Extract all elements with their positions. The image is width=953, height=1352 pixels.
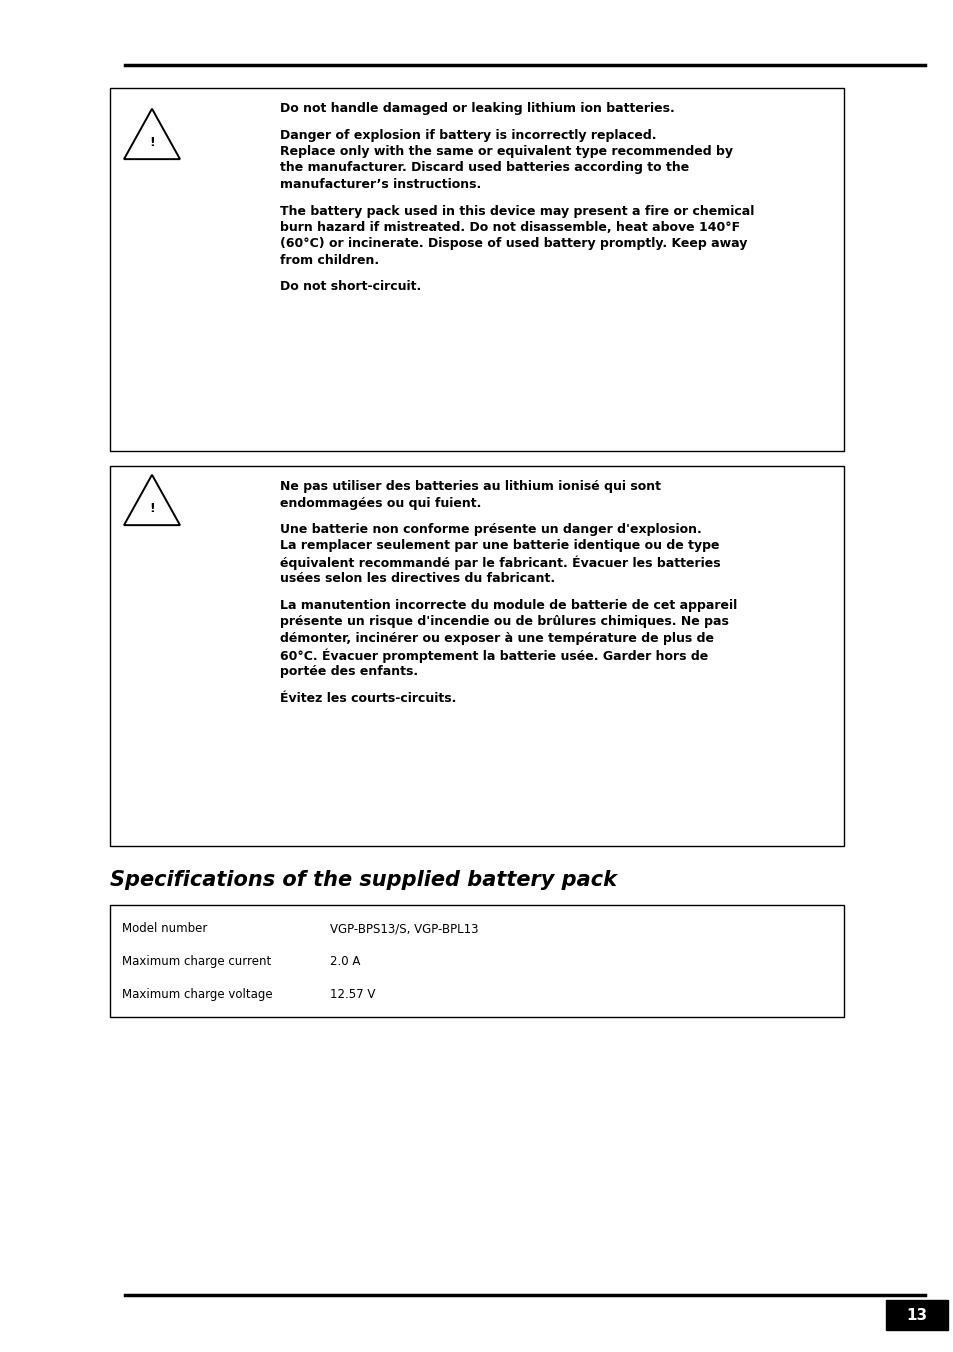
Bar: [110, 466, 843, 846]
Text: Maximum charge current: Maximum charge current: [122, 955, 271, 968]
Text: usées selon les directives du fabricant.: usées selon les directives du fabricant.: [280, 572, 555, 585]
Text: La remplacer seulement par une batterie identique ou de type: La remplacer seulement par une batterie …: [280, 539, 719, 553]
Text: Do not short-circuit.: Do not short-circuit.: [280, 280, 421, 293]
Text: Maximum charge voltage: Maximum charge voltage: [122, 988, 273, 1000]
Text: the manufacturer. Discard used batteries according to the: the manufacturer. Discard used batteries…: [280, 161, 688, 174]
Text: from children.: from children.: [280, 254, 378, 266]
Text: Model number: Model number: [122, 922, 207, 936]
Text: présente un risque d'incendie ou de brûlures chimiques. Ne pas: présente un risque d'incendie ou de brûl…: [280, 615, 728, 629]
Text: portée des enfants.: portée des enfants.: [280, 665, 417, 677]
Text: Specifications of the supplied battery pack: Specifications of the supplied battery p…: [110, 869, 617, 890]
Text: Évitez les courts-circuits.: Évitez les courts-circuits.: [280, 691, 456, 704]
Text: Danger of explosion if battery is incorrectly replaced.: Danger of explosion if battery is incorr…: [280, 128, 656, 142]
Text: The battery pack used in this device may present a fire or chemical: The battery pack used in this device may…: [280, 204, 754, 218]
Text: démonter, incinérer ou exposer à une température de plus de: démonter, incinérer ou exposer à une tem…: [280, 631, 713, 645]
Bar: [110, 88, 843, 452]
Text: !: !: [149, 502, 154, 515]
Text: La manutention incorrecte du module de batterie de cet appareil: La manutention incorrecte du module de b…: [280, 599, 737, 612]
Text: 12.57 V: 12.57 V: [330, 988, 375, 1000]
Text: Ne pas utiliser des batteries au lithium ionisé qui sont: Ne pas utiliser des batteries au lithium…: [280, 480, 660, 493]
Text: 60°C. Évacuer promptement la batterie usée. Garder hors de: 60°C. Évacuer promptement la batterie us…: [280, 649, 707, 662]
Text: Do not handle damaged or leaking lithium ion batteries.: Do not handle damaged or leaking lithium…: [280, 101, 674, 115]
Text: 13: 13: [905, 1307, 926, 1322]
Text: VGP-BPS13/S, VGP-BPL13: VGP-BPS13/S, VGP-BPL13: [330, 922, 478, 936]
Text: (60°C) or incinerate. Dispose of used battery promptly. Keep away: (60°C) or incinerate. Dispose of used ba…: [280, 238, 746, 250]
Text: Une batterie non conforme présente un danger d'explosion.: Une batterie non conforme présente un da…: [280, 523, 701, 535]
Text: Replace only with the same or equivalent type recommended by: Replace only with the same or equivalent…: [280, 145, 732, 158]
Text: endommagées ou qui fuient.: endommagées ou qui fuient.: [280, 496, 481, 510]
Text: manufacturer’s instructions.: manufacturer’s instructions.: [280, 178, 480, 191]
Bar: [885, 1301, 947, 1330]
Bar: [110, 904, 843, 1017]
Text: 2.0 A: 2.0 A: [330, 955, 360, 968]
Text: !: !: [149, 137, 154, 149]
Text: équivalent recommandé par le fabricant. Évacuer les batteries: équivalent recommandé par le fabricant. …: [280, 556, 720, 571]
Text: burn hazard if mistreated. Do not disassemble, heat above 140°F: burn hazard if mistreated. Do not disass…: [280, 220, 740, 234]
